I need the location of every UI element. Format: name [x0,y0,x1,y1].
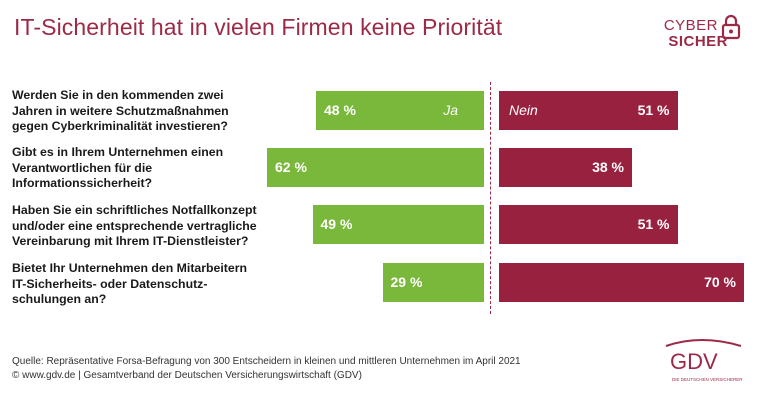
bar-label-ja: 62 % [275,159,307,175]
bar-label-nein: 51 % [637,102,670,118]
footer: Quelle: Repräsentative Forsa-Befragung v… [12,355,521,383]
bar-nein: 70 % [499,263,744,302]
question-line: Haben Sie ein schriftliches Notfallkonze… [12,203,257,217]
bar-nein: 51 % Nein [499,91,678,130]
bar-ja: 29 % [382,263,484,302]
gdv-logo-subtext: DIE DEUTSCHEN VERSICHERER [672,377,743,382]
bar-ja: 62 % [267,148,484,187]
question-4: Bietet Ihr Unternehmen den Mitarbeitern I… [12,261,262,308]
source-note: Quelle: Repräsentative Forsa-Befragung v… [12,356,521,367]
question-line: gegen Cyberkriminalität investieren? [12,119,228,133]
series-label-ja: Ja [443,102,458,118]
gdv-logo-text: GDV [670,349,718,374]
question-line: Verantwortlichen für die [12,160,153,175]
question-line: Bietet Ihr Unternehmen den Mitarbeitern [12,261,248,275]
bar-label-ja: 29 % [390,274,423,290]
bar-nein: 51 % [499,205,678,244]
series-label-nein: Nein [509,102,538,118]
bar-ja: 49 % [312,205,484,244]
bar-label-nein: 51 % [637,216,670,232]
question-line: Informationssicherheit? [12,176,153,190]
bar-label-nein: 38 % [592,159,624,175]
logo-line2: SICHER [668,33,728,50]
lock-icon [721,14,741,40]
copyright-note: © www.gdv.de | Gesamtverband der Deutsch… [12,370,362,381]
gdv-logo: GDV DIE DEUTSCHEN VERSICHERER [665,339,743,382]
cybersicher-logo: CYBER SICHER [662,14,746,54]
question-line: IT-Sicherheits- oder Datenschutz- [12,276,208,291]
question-1: Werden Sie in den kommenden zwei Jahren i… [12,88,262,135]
bar-ja: 48 % Ja [316,91,484,130]
question-line: Gibt es in Ihrem Unternehmen einen [12,145,224,159]
question-2: Gibt es in Ihrem Unternehmen einen Verant… [12,145,262,192]
bar-nein: 38 % [499,148,632,187]
chart-title: IT-Sicherheit hat in vielen Firmen keine… [14,14,503,40]
question-line: Vereinbarung mit Ihrem IT-Dienstleister? [12,234,249,248]
question-line: schulungen an? [12,292,107,306]
question-3: Haben Sie ein schriftliches Notfallkonze… [12,203,262,250]
bar-label-nein: 70 % [704,274,736,290]
center-divider [490,82,491,314]
question-line: Werden Sie in den kommenden zwei [12,88,224,102]
bar-label-ja: 49 % [320,216,353,232]
question-line: und/oder eine entsprechende vertragliche [12,218,257,233]
logo-line1: CYBER [663,17,718,34]
question-line: Jahren in weitere Schutzmaßnahmen [12,103,229,118]
bar-label-ja: 48 % [324,102,356,118]
